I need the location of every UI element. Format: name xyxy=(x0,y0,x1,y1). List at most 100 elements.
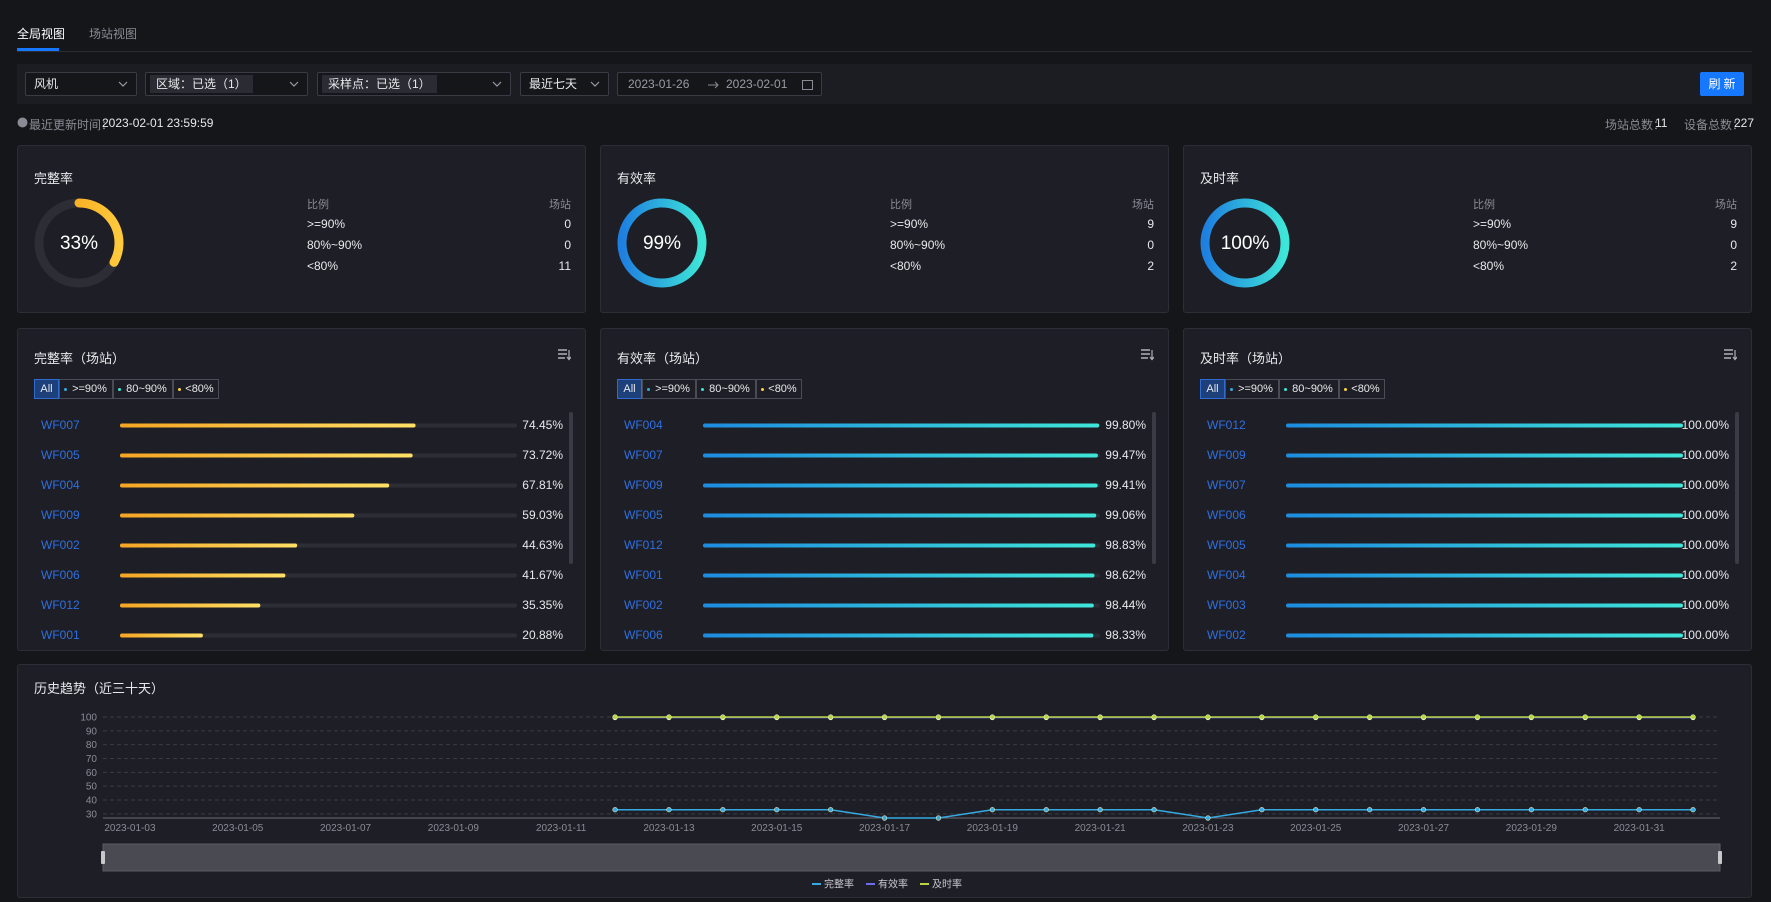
bar xyxy=(120,424,416,428)
station-name[interactable]: WF009 xyxy=(41,508,80,522)
slider-handle xyxy=(1718,851,1722,864)
filter-chip[interactable]: <80% xyxy=(756,379,802,399)
calendar-icon xyxy=(802,79,813,90)
station-bar xyxy=(120,573,517,578)
station-name[interactable]: WF005 xyxy=(624,508,663,522)
date-range[interactable]: 2023-01-262023-02-01 xyxy=(617,72,822,96)
x-tick-label: 2023-01-15 xyxy=(751,823,803,834)
station-bar xyxy=(120,453,517,458)
legend-label: 完整率 xyxy=(824,878,854,891)
data-point xyxy=(1367,715,1372,720)
data-point xyxy=(936,715,941,720)
x-tick-label: 2023-01-09 xyxy=(428,823,480,834)
filter-chip[interactable]: 80~90% xyxy=(113,379,173,399)
chip-label: >=90% xyxy=(650,380,695,398)
data-point xyxy=(990,715,995,720)
refresh-button[interactable]: 刷新 xyxy=(1700,72,1744,96)
filter-chip[interactable]: All xyxy=(1200,379,1225,399)
range-label: 80%~90% xyxy=(307,238,362,252)
filter-chip[interactable]: >=90% xyxy=(1225,379,1279,399)
summary-card: 及时率100%比例场站>=90%980%~90%0<80%2 xyxy=(1183,145,1752,313)
station-name[interactable]: WF002 xyxy=(624,598,663,612)
station-name[interactable]: WF007 xyxy=(624,448,663,462)
sample-select[interactable]: 采样点：已选（1） xyxy=(317,72,511,96)
station-name[interactable]: WF005 xyxy=(1207,538,1246,552)
data-point xyxy=(667,807,672,812)
divider xyxy=(17,51,1752,52)
chip-label: >=90% xyxy=(1233,380,1278,398)
station-value: 98.83% xyxy=(1105,538,1146,552)
trend-chart: 304050607080901002023-01-032023-01-05202… xyxy=(18,665,1751,897)
station-count: 9 xyxy=(1730,217,1737,231)
device-select[interactable]: 风机 xyxy=(25,72,137,96)
station-value: 73.72% xyxy=(522,448,563,462)
station-name[interactable]: WF005 xyxy=(41,448,80,462)
station-name[interactable]: WF002 xyxy=(1207,628,1246,639)
period-select[interactable]: 最近七天 xyxy=(520,72,609,96)
station-name[interactable]: WF012 xyxy=(624,538,663,552)
range-label: >=90% xyxy=(890,217,928,231)
station-name[interactable]: WF007 xyxy=(41,418,80,432)
station-name[interactable]: WF009 xyxy=(624,478,663,492)
station-name[interactable]: WF006 xyxy=(624,628,663,639)
station-name[interactable]: WF004 xyxy=(41,478,80,492)
filter-chip[interactable]: >=90% xyxy=(59,379,113,399)
station-bar xyxy=(703,603,1100,608)
x-tick-label: 2023-01-25 xyxy=(1290,823,1342,834)
bar xyxy=(120,574,285,578)
station-name[interactable]: WF007 xyxy=(1207,478,1246,492)
station-name[interactable]: WF004 xyxy=(1207,568,1246,582)
station-value: 41.67% xyxy=(522,568,563,582)
card-title: 有效率 xyxy=(617,168,656,187)
data-point xyxy=(936,816,941,821)
station-value: 35.35% xyxy=(522,598,563,612)
x-tick-label: 2023-01-21 xyxy=(1075,823,1127,834)
y-tick-label: 30 xyxy=(86,809,98,820)
sort-icon xyxy=(558,349,571,361)
station-name[interactable]: WF003 xyxy=(1207,598,1246,612)
station-name[interactable]: WF004 xyxy=(624,418,663,432)
data-point xyxy=(1475,807,1480,812)
station-value: 100.00% xyxy=(1682,478,1729,492)
station-value: 100.00% xyxy=(1682,418,1729,432)
filter-chip[interactable]: 80~90% xyxy=(1279,379,1339,399)
bar xyxy=(703,514,1096,518)
data-point xyxy=(774,807,779,812)
filter-chip[interactable]: <80% xyxy=(1339,379,1385,399)
station-name[interactable]: WF012 xyxy=(41,598,80,612)
clock-icon xyxy=(17,117,28,128)
tab[interactable]: 场站视图 xyxy=(89,25,137,42)
station-name[interactable]: WF009 xyxy=(1207,448,1246,462)
station-bar xyxy=(703,483,1100,488)
y-tick-label: 60 xyxy=(86,768,98,779)
table-header: 场站 xyxy=(1132,196,1154,212)
filter-chip[interactable]: >=90% xyxy=(642,379,696,399)
station-value: 100.00% xyxy=(1682,538,1729,552)
filter-chip[interactable]: <80% xyxy=(173,379,219,399)
station-name[interactable]: WF006 xyxy=(1207,508,1246,522)
calendar xyxy=(803,81,813,90)
bar xyxy=(1286,634,1683,638)
station-bar xyxy=(703,573,1100,578)
scrollbar xyxy=(1152,412,1156,564)
region-select[interactable]: 区域：已选（1） xyxy=(145,72,308,96)
station-name[interactable]: WF006 xyxy=(41,568,80,582)
station-value: 67.81% xyxy=(522,478,563,492)
bar xyxy=(703,484,1098,488)
chevron-icon xyxy=(492,81,502,89)
station-name[interactable]: WF012 xyxy=(1207,418,1246,432)
filter-chip[interactable]: All xyxy=(34,379,59,399)
chip-label: <80% xyxy=(1347,380,1384,398)
bar xyxy=(1286,544,1683,548)
data-point xyxy=(1529,715,1534,720)
station-count: 0 xyxy=(1730,238,1737,252)
station-count: 0 xyxy=(564,217,571,231)
station-name[interactable]: WF001 xyxy=(41,628,80,639)
x-tick-label: 2023-01-27 xyxy=(1398,823,1450,834)
station-name[interactable]: WF001 xyxy=(624,568,663,582)
station-panel: 有效率（场站）All>=90%80~90%<80%WF00499.80%WF00… xyxy=(600,328,1169,651)
filter-chip[interactable]: 80~90% xyxy=(696,379,756,399)
station-name[interactable]: WF002 xyxy=(41,538,80,552)
filter-chip[interactable]: All xyxy=(617,379,642,399)
tab[interactable]: 全局视图 xyxy=(17,25,65,42)
